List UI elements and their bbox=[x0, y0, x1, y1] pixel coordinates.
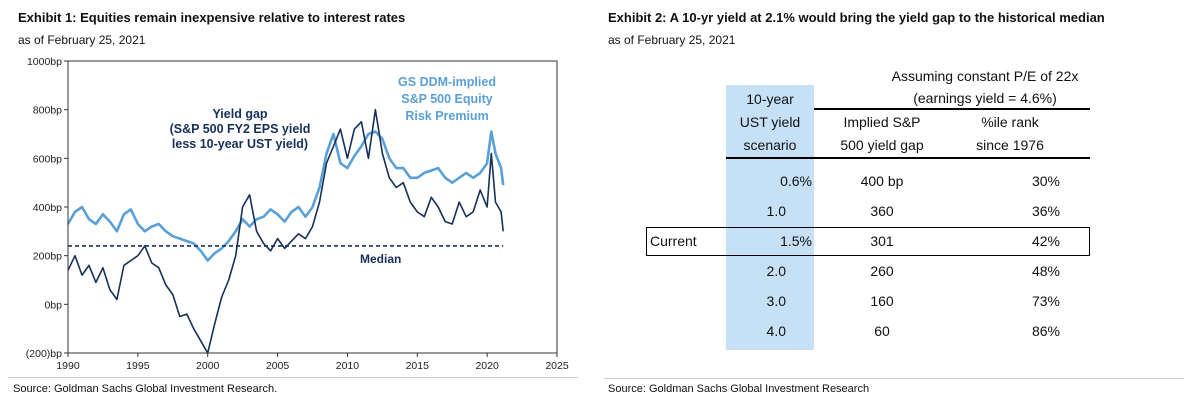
yield-column-highlight bbox=[726, 85, 814, 350]
erp-label-line-1: GS DDM-implied bbox=[398, 75, 496, 89]
header-group-subtitle: (earnings yield = 4.6%) bbox=[913, 90, 1057, 106]
row-gap: 360 bbox=[870, 203, 894, 219]
yield-gap-label-line-2: (S&P 500 FY2 EPS yield bbox=[170, 122, 311, 136]
header-group-rule bbox=[814, 108, 1090, 110]
row-gap: 60 bbox=[874, 323, 890, 339]
x-tick-label: 2025 bbox=[545, 360, 569, 372]
y-tick-label: 400bp bbox=[33, 202, 62, 214]
x-tick-label: 1990 bbox=[56, 360, 80, 372]
median-label: Median bbox=[360, 252, 401, 266]
row-yield: 1.5% bbox=[780, 233, 812, 249]
y-tick-label: 0bp bbox=[44, 299, 62, 311]
exhibit-1-title: Exhibit 1: Equities remain inexpensive r… bbox=[18, 10, 406, 25]
x-tick-label: 2020 bbox=[475, 360, 499, 372]
row-rank: 86% bbox=[1031, 323, 1060, 339]
row-rank: 36% bbox=[1031, 203, 1060, 219]
series-label-erp: GS DDM-implied S&P 500 Equity Risk Premi… bbox=[398, 75, 496, 123]
header-group-title: Assuming constant P/E of 22x bbox=[891, 68, 1079, 84]
x-tick-label: 2010 bbox=[336, 360, 360, 372]
x-tick-label: 2015 bbox=[406, 360, 430, 372]
col2-header-line-2: 500 yield gap bbox=[840, 137, 924, 153]
row-yield: 4.0 bbox=[766, 323, 786, 339]
yield-gap-series-line bbox=[67, 108, 504, 354]
exhibit-2-source-rule bbox=[604, 378, 1184, 379]
erp-series-line bbox=[66, 130, 505, 262]
y-tick-label: 1000bp bbox=[27, 56, 62, 68]
exhibit-1-panel: Exhibit 1: Equities remain inexpensive r… bbox=[0, 0, 590, 403]
equity-yield-gap-chart: (200)bp 0bp 200bp 400bp 600bp 800bp 1000bp 199… bbox=[26, 56, 569, 372]
exhibit-1-subtitle: as of February 25, 2021 bbox=[18, 33, 146, 47]
col1-header-line-1: 10-year bbox=[746, 91, 794, 107]
col2-header-line-1: Implied S&P bbox=[843, 114, 921, 130]
row-yield: 1.0 bbox=[766, 203, 786, 219]
y-tick-label: (200)bp bbox=[26, 348, 62, 360]
current-row-outline bbox=[646, 227, 1090, 256]
row-gap: 400 bp bbox=[860, 173, 904, 189]
row-gap: 260 bbox=[870, 263, 894, 279]
chart-series bbox=[66, 108, 505, 354]
row-rank: 48% bbox=[1031, 263, 1060, 279]
y-tick-label: 200bp bbox=[33, 251, 62, 263]
y-axis-ticks: (200)bp 0bp 200bp 400bp 600bp 800bp 1000bp bbox=[26, 56, 68, 360]
row-yield: 3.0 bbox=[766, 293, 786, 309]
row-yield: 2.0 bbox=[766, 263, 786, 279]
y-tick-label: 800bp bbox=[33, 105, 62, 117]
x-tick-label: 2005 bbox=[266, 360, 290, 372]
col3-header-line-2: since 1976 bbox=[976, 137, 1044, 153]
col1-header-line-2: UST yield bbox=[739, 114, 801, 130]
row-yield: 0.6% bbox=[780, 173, 812, 189]
exhibit-2-subtitle: as of February 25, 2021 bbox=[608, 33, 736, 47]
series-label-yield-gap: Yield gap (S&P 500 FY2 EPS yield less 10… bbox=[170, 107, 311, 151]
row-gap: 160 bbox=[870, 293, 894, 309]
exhibit-1-source-rule bbox=[8, 377, 578, 378]
exhibit-2-source: Source: Goldman Sachs Global Investment … bbox=[608, 383, 870, 395]
plot-frame bbox=[67, 60, 558, 354]
yield-scenario-table: Assuming constant P/E of 22x (earnings y… bbox=[600, 0, 1191, 370]
erp-label-line-2: S&P 500 Equity bbox=[401, 92, 493, 106]
row-rank: 30% bbox=[1031, 173, 1060, 189]
current-row-label: Current bbox=[650, 233, 697, 249]
x-axis-ticks: 1990 1995 2000 2005 2010 2015 2020 2025 bbox=[56, 353, 569, 372]
x-tick-label: 2000 bbox=[196, 360, 220, 372]
row-gap: 301 bbox=[870, 233, 894, 249]
header-bottom-rule bbox=[726, 157, 1090, 159]
yield-gap-label-line-3: less 10-year UST yield) bbox=[172, 137, 308, 151]
y-tick-label: 600bp bbox=[33, 153, 62, 165]
x-tick-label: 1995 bbox=[126, 360, 150, 372]
col3-header-line-1: %ile rank bbox=[981, 114, 1039, 130]
row-rank: 42% bbox=[1031, 233, 1060, 249]
row-rank: 73% bbox=[1031, 293, 1060, 309]
erp-label-line-3: Risk Premium bbox=[405, 109, 488, 123]
yield-gap-label-line-1: Yield gap bbox=[212, 107, 267, 121]
exhibit-2-title: Exhibit 2: A 10-yr yield at 2.1% would b… bbox=[608, 10, 1105, 25]
exhibit-2-panel: Exhibit 2: A 10-yr yield at 2.1% would b… bbox=[600, 0, 1191, 403]
exhibit-1-source: Source: Goldman Sachs Global Investment … bbox=[13, 383, 278, 395]
col1-header-line-3: scenario bbox=[743, 137, 797, 153]
